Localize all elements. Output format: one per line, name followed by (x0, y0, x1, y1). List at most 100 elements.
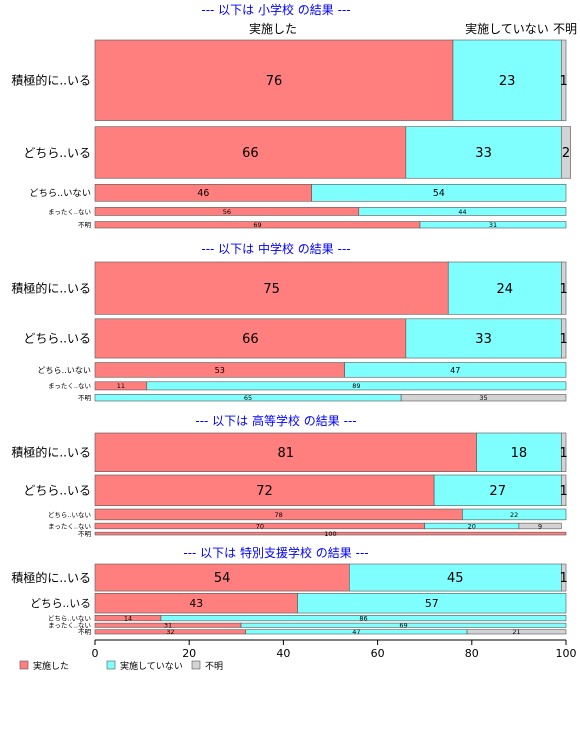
data-label: 24 (496, 282, 513, 297)
data-label: 69 (253, 221, 261, 229)
x-tick-label: 60 (371, 647, 385, 660)
legend-label: 不明 (205, 661, 223, 672)
bar-row: 積極的に..いる 75 24 1 (11, 261, 568, 315)
data-label: 100 (324, 530, 336, 538)
data-label: 11 (117, 382, 125, 390)
data-label: 43 (189, 597, 203, 610)
bar-row: 積極的に..いる 76 23 1 (11, 39, 568, 121)
row-label: どちら..いない (37, 365, 91, 375)
row-label: 積極的に..いる (11, 445, 91, 460)
row-label: 積極的に..いる (11, 570, 91, 585)
data-label: 27 (489, 484, 506, 499)
data-label: 56 (223, 208, 231, 216)
bar-row: まったく..ない 56 44 (48, 207, 567, 216)
data-label: 33 (475, 332, 492, 347)
data-label: 47 (352, 628, 360, 636)
bar-segment-not-implemented (146, 381, 567, 391)
data-label: 44 (458, 208, 466, 216)
panel-4: --- 以下は 特別支援学校 の結果 --- 積極的に..いる 54 45 1 どちら..… (11, 545, 567, 636)
bar-segment-implemented (94, 39, 454, 121)
x-tick-label: 80 (465, 647, 479, 660)
bar-row: 積極的に..いる 54 45 1 (11, 563, 568, 592)
data-label: 66 (242, 332, 259, 347)
legend-label: 実施していない (120, 660, 183, 672)
data-label: 69 (399, 622, 407, 630)
bar-row: 不明 100 (78, 530, 567, 538)
row-label: 積極的に..いる (11, 73, 91, 88)
header-label-unknown: 不明 (553, 22, 577, 36)
data-label: 23 (499, 74, 516, 89)
data-label: 53 (215, 365, 225, 375)
bar-row: どちら..いない 14 86 (48, 614, 567, 622)
data-label: 72 (256, 484, 273, 499)
panel-title: --- 以下は 高等学校 の結果 --- (195, 413, 356, 428)
data-label: 1 (560, 484, 568, 499)
bar-segment-not-implemented (344, 362, 567, 378)
bar-row: どちら..いない 78 22 (48, 508, 567, 521)
legend-item: 不明 (191, 660, 223, 672)
bar-segment-not-implemented (405, 318, 562, 359)
row-label: まったく..ない (48, 382, 91, 390)
data-label: 1 (560, 332, 568, 347)
data-label: 14 (124, 614, 132, 622)
bar-row: まったく..ない 11 89 (48, 381, 567, 391)
data-label: 1 (560, 282, 568, 297)
bar-segment-not-implemented (311, 184, 567, 202)
x-tick-label: 100 (556, 647, 577, 660)
data-label: 18 (511, 446, 528, 461)
bar-segment-not-implemented (419, 221, 567, 229)
legend-swatch (191, 660, 201, 670)
row-label: 不明 (78, 530, 92, 538)
bar-segment-not-implemented (447, 261, 562, 315)
data-label: 35 (479, 394, 487, 402)
data-label: 46 (197, 188, 209, 199)
bar-segment-unknown (560, 126, 572, 179)
panel-3: --- 以下は 高等学校 の結果 ---積極的に..いる 81 18 1どちら..いる… (11, 413, 567, 538)
bar-row: まったく..ない 31 69 (48, 622, 567, 630)
bar-segment-not-implemented (349, 563, 562, 592)
bar-segment-unknown (518, 522, 562, 530)
data-label: 81 (277, 446, 294, 461)
data-label: 66 (242, 146, 259, 161)
data-label: 2 (562, 146, 570, 161)
bar-row: 不明 65 35 (78, 394, 567, 402)
data-label: 31 (489, 221, 497, 229)
row-label: まったく..ない (48, 622, 91, 630)
data-label: 70 (256, 522, 264, 530)
x-tick-label: 40 (276, 647, 290, 660)
bar-row: どちら..いる 66 33 1 (23, 318, 568, 359)
bar-segment-implemented (94, 474, 435, 507)
data-label: 9 (538, 522, 542, 530)
row-label: どちら..いない (29, 188, 91, 199)
row-label: どちら..いない (48, 614, 91, 622)
row-label: どちら..いる (23, 484, 91, 498)
bar-segment-not-implemented (433, 474, 562, 507)
data-label: 75 (263, 282, 280, 297)
x-axis: 0 20 40 60 80 100 (92, 639, 577, 660)
data-label: 47 (450, 365, 460, 375)
bar-segment-not-implemented (160, 615, 567, 622)
data-label: 32 (166, 628, 174, 636)
header-label-implemented: 実施した (249, 21, 297, 36)
row-label: 不明 (78, 394, 92, 402)
panel-title: --- 以下は 小学校 の結果 --- (201, 2, 350, 17)
bar-segment-implemented (94, 531, 567, 536)
legend-swatch (19, 660, 29, 670)
data-label: 1 (560, 74, 568, 89)
data-label: 54 (214, 571, 231, 586)
data-label: 65 (244, 394, 252, 402)
bar-segment-not-implemented (462, 508, 567, 521)
legend-swatch (106, 660, 116, 670)
data-label: 57 (425, 597, 439, 610)
row-label: 不明 (78, 628, 92, 636)
data-label: 78 (275, 511, 283, 519)
bar-row: どちら..いる 72 27 1 (23, 474, 568, 507)
bar-segment-implemented (94, 563, 350, 592)
x-tick-label: 20 (182, 647, 196, 660)
row-label: 積極的に..いる (11, 280, 91, 295)
bar-segment-unknown (560, 432, 567, 472)
data-label: 86 (359, 614, 367, 622)
bar-segment-unknown (560, 563, 567, 592)
